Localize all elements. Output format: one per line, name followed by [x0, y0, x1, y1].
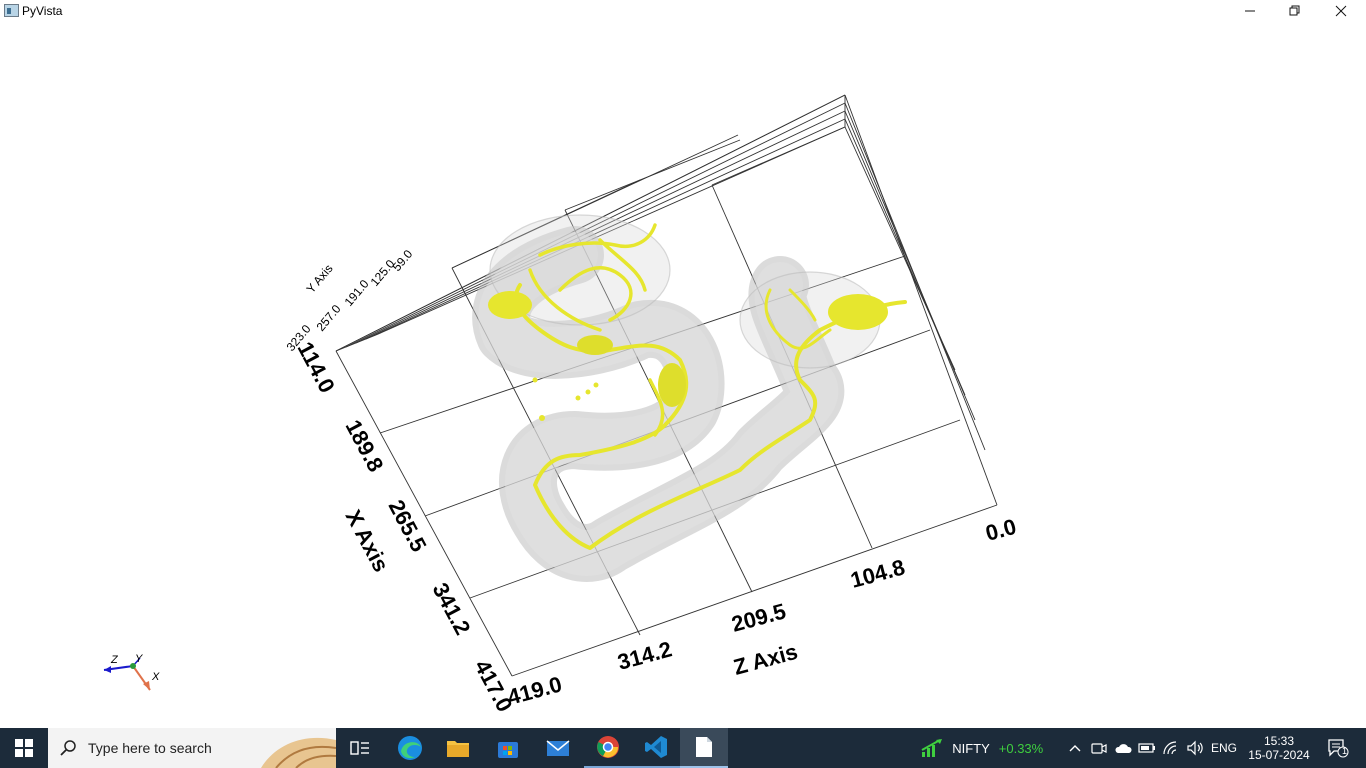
taskbar-search-box[interactable]: Type here to search: [48, 728, 336, 768]
meet-now-button[interactable]: [1088, 728, 1110, 768]
notification-center-button[interactable]: 1: [1318, 728, 1358, 768]
clock-time: 15:33: [1263, 734, 1295, 748]
x-axis: 114.0 189.8 265.5 341.2 417.0 X Axis: [293, 338, 518, 716]
x-tick-1: 189.8: [341, 416, 389, 476]
orientation-widget: Z Y X: [103, 653, 160, 691]
speaker-icon: [1187, 740, 1203, 756]
document-icon: [696, 737, 712, 757]
search-icon: [60, 740, 76, 756]
task-view-button[interactable]: [336, 728, 384, 768]
mail-icon: [546, 740, 570, 756]
restore-button[interactable]: [1272, 0, 1318, 22]
microsoft-store-icon: [498, 742, 518, 758]
vscode-icon: [645, 736, 667, 758]
orientation-z-label: Z: [110, 654, 119, 666]
windows-logo-icon: [15, 739, 33, 757]
volume-button[interactable]: [1184, 728, 1206, 768]
stock-name[interactable]: NIFTY: [952, 740, 990, 756]
window-title: PyVista: [22, 4, 63, 18]
network-button[interactable]: [1160, 728, 1182, 768]
close-icon: [1335, 5, 1347, 17]
minimize-icon: [1245, 10, 1255, 12]
pyvista-render-viewport[interactable]: 114.0 189.8 265.5 341.2 417.0 X Axis 419…: [0, 22, 1366, 728]
orientation-y-label: Y: [135, 653, 143, 665]
window-titlebar[interactable]: PyVista: [0, 0, 1366, 22]
z-tick-3: 104.8: [848, 554, 908, 592]
orientation-x-label: X: [151, 671, 160, 683]
task-view-icon: [350, 741, 369, 755]
battery-icon: [1138, 743, 1155, 753]
onedrive-button[interactable]: [1112, 728, 1134, 768]
start-button[interactable]: [0, 728, 48, 768]
stock-change[interactable]: +0.33%: [998, 740, 1044, 756]
vessel-mesh: [488, 223, 907, 550]
show-hidden-icons-button[interactable]: [1064, 728, 1086, 768]
stock-chart-icon: [921, 739, 942, 757]
notification-icon: [1328, 739, 1349, 758]
z-axis-title: Z Axis: [731, 639, 800, 680]
translucent-shell: [472, 214, 881, 582]
z-tick-0: 419.0: [505, 671, 565, 709]
clock[interactable]: 15:33 15-07-2024: [1248, 728, 1310, 768]
chrome-icon: [597, 736, 619, 758]
wifi-icon: [1163, 741, 1177, 755]
stock-widget-icon[interactable]: [918, 728, 946, 768]
edge-button[interactable]: [386, 728, 434, 768]
z-tick-2: 209.5: [729, 598, 789, 636]
folder-icon: [447, 741, 469, 757]
x-tick-3: 341.2: [428, 579, 476, 639]
pyvista-app-icon: [4, 4, 19, 17]
x-axis-title: X Axis: [341, 506, 394, 576]
camera-icon: [1091, 743, 1107, 754]
store-button[interactable]: [484, 728, 532, 768]
x-tick-2: 265.5: [384, 496, 432, 556]
file-explorer-button[interactable]: [434, 728, 482, 768]
windows-taskbar: Type here to search: [0, 728, 1366, 768]
pyvista-window-button[interactable]: [680, 728, 728, 768]
vscode-button[interactable]: [632, 728, 680, 768]
close-button[interactable]: [1318, 0, 1364, 22]
search-highlight-illustration: [261, 737, 336, 768]
edge-browser-icon: [398, 736, 422, 760]
mail-button[interactable]: [534, 728, 582, 768]
y-tick-2: 191.0: [342, 277, 372, 309]
notification-count: 1: [1342, 746, 1348, 756]
y-tick-1: 257.0: [314, 302, 344, 334]
z-tick-1: 314.2: [615, 636, 675, 674]
battery-button[interactable]: [1136, 728, 1158, 768]
search-placeholder: Type here to search: [88, 740, 212, 756]
restore-icon: [1289, 5, 1300, 16]
chevron-up-icon: [1069, 745, 1081, 752]
input-language-indicator[interactable]: ENG: [1210, 741, 1237, 755]
clock-date: 15-07-2024: [1248, 748, 1310, 762]
y-axis: 323.0 257.0 191.0 125.0 59.0 Y Axis: [284, 247, 416, 354]
y-axis-title: Y Axis: [304, 262, 336, 296]
cloud-icon: [1115, 744, 1132, 753]
z-tick-4: 0.0: [983, 514, 1019, 546]
minimize-button[interactable]: [1227, 0, 1273, 22]
chrome-button[interactable]: [584, 728, 632, 768]
